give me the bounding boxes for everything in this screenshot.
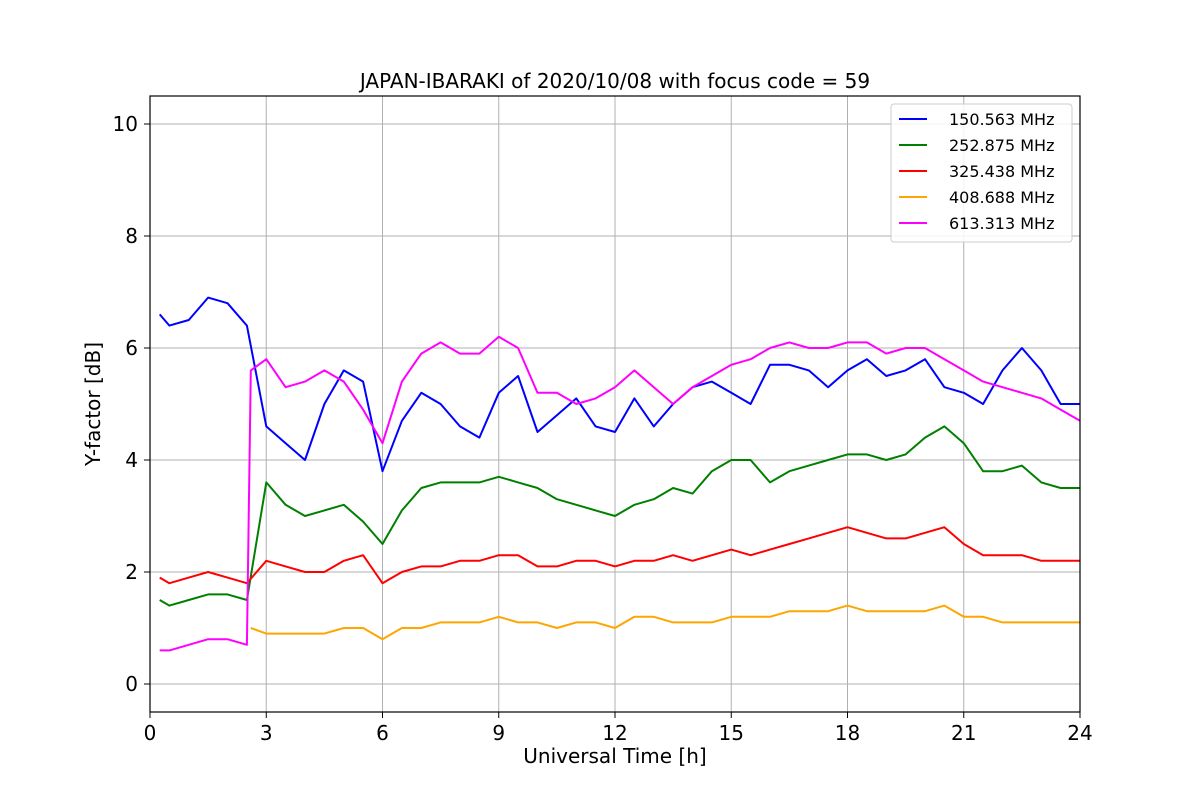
x-axis-label: Universal Time [h]: [523, 744, 706, 768]
legend-label-2: 252.875 MHz: [949, 136, 1054, 155]
x-tick-label: 18: [835, 721, 860, 745]
series-line-4: [250, 604, 1080, 641]
y-axis-label: Y-factor [dB]: [81, 342, 105, 467]
series-line-5: [159, 335, 1081, 652]
x-tick-label: 21: [951, 721, 976, 745]
legend-box: [890, 103, 1073, 243]
x-tick-label: 0: [144, 721, 157, 745]
x-axis: 0 3 6 9 12 15 18 21 24: [144, 712, 1093, 745]
y-tick-label: 6: [125, 336, 138, 360]
legend-label-4: 408.688 MHz: [949, 188, 1054, 207]
y-tick-label: 2: [125, 560, 138, 584]
chart-title: JAPAN-IBARAKI of 2020/10/08 with focus c…: [358, 69, 870, 93]
series-layer: [158, 296, 1081, 652]
legend-label-1: 150.563 MHz: [949, 110, 1054, 129]
legend-label-3: 325.438 MHz: [949, 162, 1054, 181]
y-axis: 0 2 4 6 8 10: [113, 112, 150, 696]
y-tick-label: 10: [113, 112, 138, 136]
x-tick-label: 12: [602, 721, 627, 745]
x-tick-label: 3: [260, 721, 273, 745]
legend: 150.563 MHz 252.875 MHz 325.438 MHz 408.688…: [890, 103, 1073, 243]
series-line-1: [158, 296, 1080, 473]
x-tick-label: 24: [1067, 721, 1092, 745]
y-tick-label: 4: [125, 448, 138, 472]
y-tick-label: 0: [125, 672, 138, 696]
x-tick-label: 9: [492, 721, 505, 745]
y-tick-label: 8: [125, 224, 138, 248]
series-line-2: [159, 425, 1080, 607]
series-line-3: [159, 526, 1080, 585]
x-tick-label: 15: [719, 721, 744, 745]
legend-label-5: 613.313 MHz: [949, 214, 1054, 233]
x-tick-label: 6: [376, 721, 389, 745]
